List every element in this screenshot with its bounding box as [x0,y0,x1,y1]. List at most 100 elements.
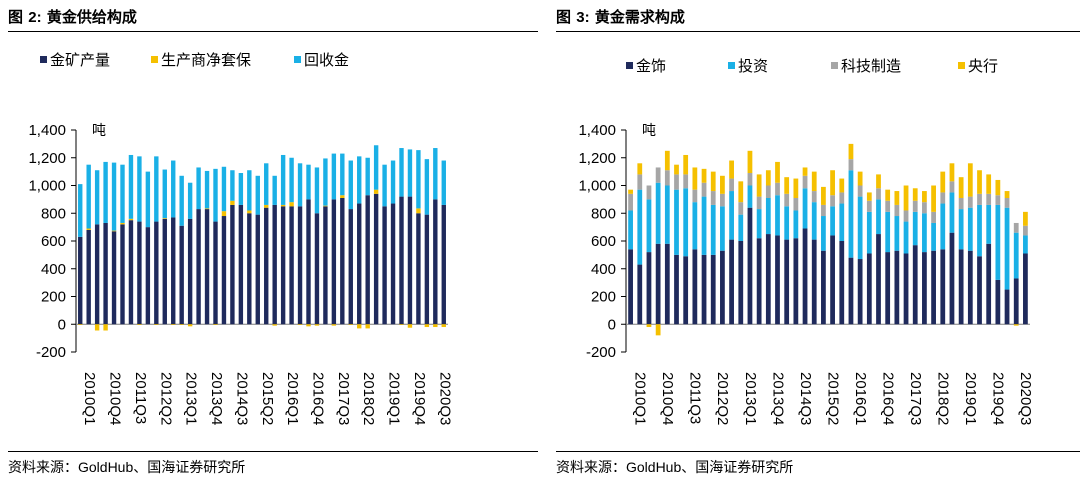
figure-3-source-prefix: 资料来源： [556,460,626,476]
bar-c1-s3-5 [674,164,679,175]
bar-c0-s1-42 [433,324,438,328]
x-tick-label-c0-12: 2019Q1 [386,372,403,425]
bar-c1-s0-36 [958,249,964,325]
figure-2-title-number: 2: [28,9,42,26]
bar-c0-s0-5 [120,224,125,325]
bar-c0-s2-35 [373,145,379,190]
bar-c1-s2-14 [756,196,762,210]
bar-c0-s0-8 [145,227,151,325]
bar-c0-s2-40 [416,150,421,209]
bar-c1-s1-9 [710,204,716,255]
figure-2-bottom-rule [8,451,538,452]
bar-c1-s3-18 [793,178,799,198]
bar-c0-s1-7 [137,324,142,325]
bar-c1-s0-21 [821,250,826,325]
bar-c0-s0-9 [154,221,159,325]
bar-c1-s0-4 [664,243,670,325]
bar-c0-s1-23 [272,324,277,326]
bar-c0-s1-41 [424,324,430,328]
bar-c1-s2-20 [811,191,817,203]
bar-c1-s2-4 [664,170,670,186]
bar-c0-s0-42 [433,199,438,325]
bar-c0-s1-18 [230,200,235,205]
figure-2-panel: 图 2: 黄金供给构成 金矿产量 生产商净套保 回收金 -200 0 200 400 600 8… [8,0,538,482]
bar-c0-s0-16 [213,221,218,325]
bar-c0-s2-32 [348,160,353,210]
figure-2-source: 资料来源：GoldHub、国海证券研究所 [8,457,245,477]
x-tick-label-c0-2: 2011Q3 [132,372,149,424]
bar-c0-s2-43 [441,160,446,205]
bar-c1-s1-33 [931,222,936,251]
bar-c1-s3-26 [866,192,872,201]
x-tick-label-c1-9: 2016Q4 [880,372,897,425]
bar-c0-s0-35 [373,193,379,325]
bar-c1-s0-17 [784,239,790,325]
bar-c1-s0-19 [802,228,808,325]
bar-c0-s1-25 [289,202,294,207]
legend-swatch-c0-1 [151,56,158,63]
x-tick-label-c1-0: 2010Q1 [632,372,649,425]
bar-c1-s1-34 [940,203,946,250]
bar-c0-s0-13 [187,218,193,325]
bar-c1-s2-31 [912,200,918,212]
bar-c1-s1-5 [674,189,679,255]
figure-3-source-latin: GoldHub [626,459,682,475]
bar-c1-s2-43 [1023,225,1028,236]
bar-c1-s0-33 [931,250,936,325]
figure-2-title-text: 黄金供给构成 [46,8,137,26]
y-tick-label-c0-2: 200 [41,289,66,306]
supply-chart: 金矿产量 生产商净套保 回收金 -200 0 200 400 600 800 1,000 1,200… [28,51,453,425]
bar-c0-s1-38 [399,324,404,325]
y-tick-label-c0-4: 600 [41,233,66,250]
bar-c0-s2-22 [264,163,269,205]
x-tick-label-c1-7: 2015Q2 [824,372,841,425]
demand-chart: 金饰 投资 科技制造 央行 -200 0 200 400 600 800 1,000 1,200 1,4… [578,57,1034,425]
bar-c1-s2-37 [967,196,973,208]
y-tick-label-c0-7: 1,200 [28,150,66,167]
bar-c1-s1-11 [729,191,734,240]
bar-c1-s0-38 [977,256,982,325]
y-tick-label-c1-1: 0 [608,316,616,333]
bar-c0-s0-27 [306,199,311,325]
bar-c0-s2-13 [187,182,193,219]
bar-c0-s1-40 [416,208,421,214]
y-tick-label-c1-6: 1,000 [578,178,616,195]
bar-c1-s3-11 [729,160,734,179]
bar-c0-s1-2 [94,324,100,331]
bar-c0-s0-3 [103,222,108,325]
bar-c1-s3-8 [701,168,707,183]
bar-c0-s2-31 [340,153,345,196]
x-tick-label-c1-6: 2014Q3 [797,372,814,425]
bar-c1-s2-25 [857,185,863,197]
bar-c0-s1-6 [128,218,134,221]
bar-c1-s1-22 [830,206,835,236]
bar-c0-s0-40 [416,213,421,325]
legend-swatch-c1-0 [626,62,633,69]
bar-c0-s2-17 [221,166,227,212]
bar-c0-s1-16 [213,324,218,325]
bar-c1-s1-32 [922,213,927,253]
figure-2-title-prefix: 图 [8,8,24,26]
bar-c1-s3-3 [655,324,661,336]
bar-c1-s0-28 [885,252,891,325]
y-tick-label-c0-5: 800 [41,205,66,222]
bar-c0-s2-39 [407,149,413,197]
bar-c1-s3-14 [756,174,762,197]
bar-c1-s0-5 [674,254,679,325]
bar-c0-s1-3 [103,324,108,331]
bar-c0-s0-25 [289,206,294,325]
bar-c1-s2-23 [839,192,845,204]
bar-c1-s1-25 [857,196,863,260]
bar-c1-s3-24 [848,143,854,160]
bar-c0-s2-7 [137,156,142,222]
bar-c1-s1-20 [811,202,817,240]
bar-c0-s0-15 [204,209,210,325]
bar-c0-s0-34 [365,195,370,325]
figure-3-panel: 图 3: 黄金需求构成 金饰 投资 科技制造 央行 -200 0 200 400 600 800 1… [556,0,1080,482]
bar-c1-s2-41 [1004,197,1010,208]
legend-swatch-c1-2 [831,62,838,69]
y-tick-label-c1-0: -200 [586,344,616,361]
bar-c1-s0-9 [710,254,716,325]
figure-2-source-prefix: 资料来源： [8,460,78,476]
bar-c1-s2-5 [674,174,679,190]
